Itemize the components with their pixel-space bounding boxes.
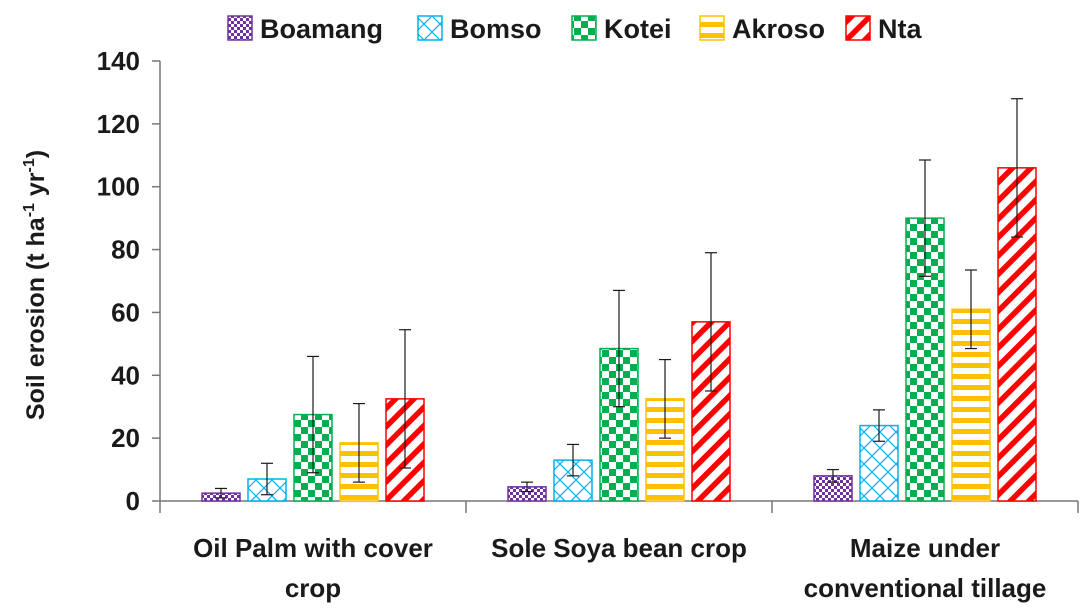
bar-boamang-3	[813, 475, 853, 502]
category-labels: Oil Palm with cover crop Sole Soya bean cr…	[193, 533, 1046, 603]
legend-label: Kotei	[604, 14, 672, 44]
category-label: crop	[285, 573, 341, 603]
y-axis-title-unit: yr	[22, 172, 50, 203]
legend-swatch	[417, 15, 443, 41]
y-tick-label: 20	[111, 423, 140, 453]
y-tick-label: 0	[126, 486, 140, 516]
legend-item-bomso: Bomso	[417, 14, 542, 44]
y-axis: 0 20 40 60 80 100 120 140	[97, 46, 161, 516]
legend-item-akroso: Akroso	[699, 14, 825, 44]
category-label: Maize under	[850, 533, 1000, 563]
y-tick-label: 80	[111, 235, 140, 265]
y-axis-title-close: )	[22, 150, 50, 158]
legend: Boamang Bomso Kotei Akroso Nta	[227, 14, 922, 44]
y-axis-title: Soil erosion (t ha-1 yr-1)	[21, 150, 50, 420]
legend-item-nta: Nta	[845, 14, 922, 44]
y-tick-label: 140	[97, 46, 140, 76]
y-tick-label: 60	[111, 297, 140, 327]
category-label: Oil Palm with cover	[193, 533, 433, 563]
legend-label: Nta	[878, 14, 922, 44]
legend-label: Akroso	[732, 14, 825, 44]
y-tick-label: 120	[97, 109, 140, 139]
legend-item-kotei: Kotei	[571, 14, 672, 44]
bar-bomso-2	[553, 459, 593, 502]
y-tick-label: 100	[97, 172, 140, 202]
legend-label: Bomso	[450, 14, 542, 44]
y-axis-title-superscript: -1	[21, 203, 38, 217]
error-bars	[215, 98, 1023, 499]
y-axis-title-superscript: -1	[21, 158, 38, 172]
x-axis	[159, 500, 1079, 513]
y-axis-title-text: Soil erosion (t ha-1 yr-1)	[21, 150, 50, 420]
legend-swatch	[227, 15, 253, 41]
legend-item-boamang: Boamang	[227, 14, 383, 44]
legend-swatch	[845, 15, 871, 41]
legend-swatch	[571, 15, 597, 41]
y-axis-title-main: Soil erosion (t ha	[22, 216, 50, 420]
category-label: conventional tillage	[804, 573, 1047, 603]
bar-nta-3	[997, 167, 1037, 502]
legend-swatch	[699, 15, 725, 41]
legend-label: Boamang	[260, 14, 383, 44]
y-tick-label: 40	[111, 360, 140, 390]
category-label: Sole Soya bean crop	[491, 533, 747, 563]
